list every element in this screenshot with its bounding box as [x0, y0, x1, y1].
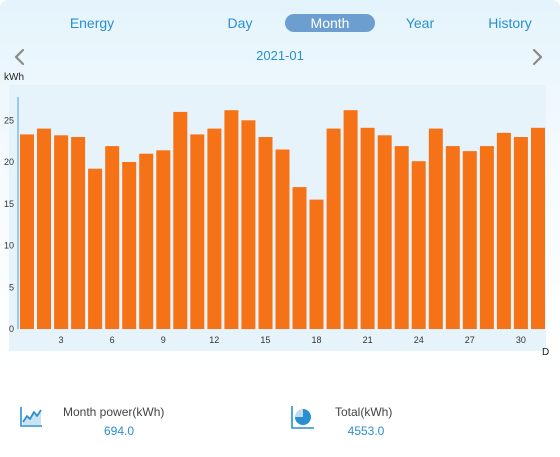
- period-navigator: 2021-01: [0, 44, 560, 70]
- x-tick-label: 27: [465, 335, 475, 345]
- y-tick-label: 10: [4, 241, 14, 251]
- pie-chart-icon: [290, 404, 316, 430]
- line-chart-icon: [18, 404, 44, 430]
- y-tick-label: 0: [9, 324, 14, 334]
- bar-day-3[interactable]: [54, 135, 69, 329]
- y-tick-label: 5: [9, 282, 14, 292]
- summary-stats: Month power(kWh) 694.0 Total(kWh) 4553.0: [0, 392, 560, 452]
- bar-day-1[interactable]: [20, 134, 34, 329]
- period-tabs: Energy Day Month Year History: [0, 12, 560, 34]
- month-power-title: Month power(kWh): [63, 405, 165, 419]
- y-tick-label: 15: [4, 199, 14, 209]
- y-axis-unit-label: kWh: [4, 72, 24, 83]
- x-tick-label: 21: [363, 335, 373, 345]
- x-tick-label: 30: [516, 335, 526, 345]
- x-axis-unit-label: D: [542, 347, 550, 358]
- bar-day-21[interactable]: [360, 127, 375, 329]
- y-tick-label: 25: [4, 115, 14, 125]
- bar-day-6[interactable]: [105, 146, 120, 329]
- chevron-left-icon[interactable]: [10, 46, 30, 68]
- bar-day-20[interactable]: [343, 110, 358, 329]
- month-power-value: 694.0: [103, 424, 135, 438]
- bar-day-11[interactable]: [190, 134, 205, 329]
- x-tick-label: 3: [58, 335, 63, 345]
- bar-day-29[interactable]: [496, 132, 511, 329]
- bar-day-25[interactable]: [428, 128, 443, 329]
- bar-day-12[interactable]: [207, 128, 222, 329]
- tab-year[interactable]: Year: [405, 15, 435, 31]
- x-tick-label: 9: [161, 335, 166, 345]
- bar-day-23[interactable]: [394, 146, 409, 329]
- total-title: Total(kWh): [335, 405, 393, 419]
- bar-day-5[interactable]: [88, 168, 103, 329]
- x-tick-label: 12: [209, 335, 219, 345]
- bar-day-17[interactable]: [292, 187, 307, 329]
- tab-energy[interactable]: Energy: [69, 15, 115, 31]
- bar-day-16[interactable]: [275, 149, 290, 330]
- tab-history[interactable]: History: [488, 15, 532, 31]
- x-tick-label: 15: [260, 335, 270, 345]
- bar-day-7[interactable]: [122, 162, 137, 329]
- x-tick-label: 24: [414, 335, 424, 345]
- bar-day-22[interactable]: [377, 135, 392, 329]
- period-label: 2021-01: [256, 48, 304, 63]
- total-value: 4553.0: [347, 424, 385, 438]
- energy-bar-chart: 0 5 10 15 20 25 3 6 9 12 15 18 21 24 27 30: [4, 85, 546, 351]
- bar-day-18[interactable]: [309, 199, 324, 329]
- bar-day-8[interactable]: [139, 153, 154, 329]
- bar-day-24[interactable]: [411, 161, 426, 329]
- bar-day-31[interactable]: [531, 127, 545, 329]
- bar-day-28[interactable]: [479, 146, 494, 329]
- bar-day-9[interactable]: [156, 150, 171, 329]
- bar-day-14[interactable]: [241, 120, 256, 330]
- x-tick-label: 18: [311, 335, 321, 345]
- bar-day-10[interactable]: [173, 111, 188, 330]
- chevron-right-icon[interactable]: [527, 46, 547, 68]
- tab-day[interactable]: Day: [227, 15, 253, 31]
- chart-panel: Energy Day Month Year History 2021-01 kW…: [0, 0, 560, 372]
- bar-day-2[interactable]: [37, 128, 51, 329]
- bar-day-13[interactable]: [224, 110, 239, 329]
- x-tick-label: 6: [110, 335, 115, 345]
- bar-day-4[interactable]: [71, 137, 86, 329]
- bar-day-30[interactable]: [513, 137, 528, 329]
- bar-day-26[interactable]: [445, 146, 460, 329]
- bar-day-27[interactable]: [462, 151, 477, 329]
- bar-day-15[interactable]: [258, 137, 273, 329]
- tab-month[interactable]: Month: [285, 14, 375, 32]
- bar-day-19[interactable]: [326, 128, 341, 329]
- y-tick-label: 20: [4, 157, 14, 167]
